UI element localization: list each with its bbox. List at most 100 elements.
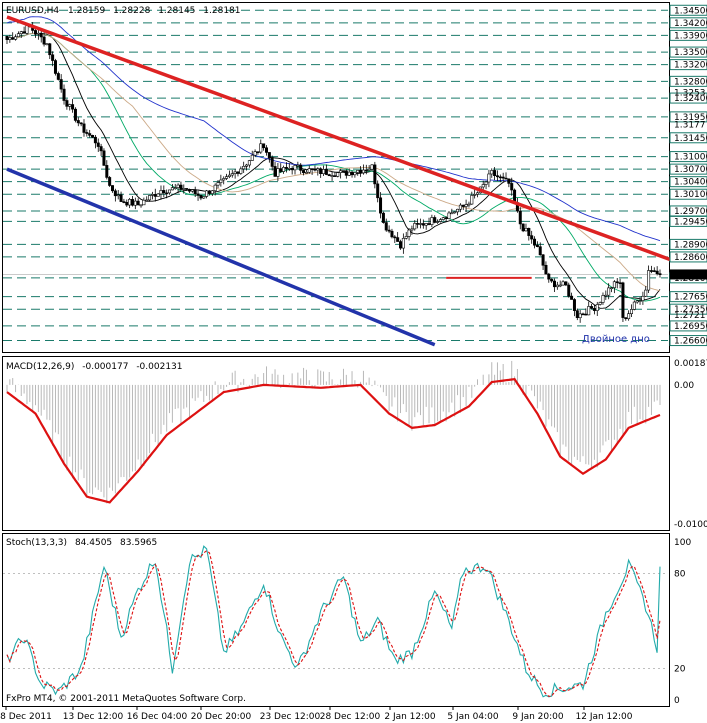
x-tick-label-0: 8 Dec 2011 xyxy=(0,712,52,722)
level-label-2: 1.33900 xyxy=(674,31,707,41)
candle-body xyxy=(159,190,163,195)
candle-body xyxy=(564,281,568,286)
candle-body xyxy=(170,187,174,191)
stoch-tick-3: 0 xyxy=(674,696,680,706)
candle-body xyxy=(604,294,608,297)
candle-body xyxy=(39,32,43,38)
candle-body xyxy=(219,179,223,183)
candle-body xyxy=(658,273,662,275)
level-tag-21 xyxy=(669,335,707,347)
level-label-4: 1.33200 xyxy=(674,61,707,71)
price-pane xyxy=(2,2,670,353)
candle-body xyxy=(65,100,69,107)
candle-body xyxy=(267,152,271,159)
candle-body xyxy=(307,168,311,173)
candle-body xyxy=(456,208,460,213)
macd-tick-2: -0.010059 xyxy=(674,520,707,530)
candle-body xyxy=(36,32,40,35)
level-label-0: 1.34500 xyxy=(674,6,707,16)
candle-body xyxy=(310,168,314,170)
candle-body xyxy=(233,171,237,174)
candle-body xyxy=(99,146,103,152)
candle-body xyxy=(19,31,23,34)
candle-body xyxy=(530,235,534,240)
candle-body xyxy=(287,168,291,170)
candle-body xyxy=(501,176,505,179)
candle-body xyxy=(34,30,38,35)
candle-body xyxy=(128,199,132,206)
current-price-tag xyxy=(670,269,707,280)
level-tag-18 xyxy=(669,291,707,303)
candle-body xyxy=(313,168,317,171)
candle-body xyxy=(570,295,574,300)
candle-body xyxy=(296,164,300,167)
candle-body xyxy=(48,43,52,56)
candle-body xyxy=(518,210,522,225)
ohlc-high: 1.28228 xyxy=(113,6,150,16)
candle-body xyxy=(282,167,286,172)
candle-body xyxy=(350,171,354,176)
candle-body xyxy=(370,164,374,170)
macd-value-signal: -0.002131 xyxy=(136,362,182,372)
candle-body xyxy=(299,164,303,171)
candle-body xyxy=(541,254,545,266)
candle-body xyxy=(410,228,414,231)
candle-body xyxy=(182,188,186,190)
candle-body xyxy=(521,223,525,232)
candle-body xyxy=(424,223,428,226)
candle-body xyxy=(433,217,437,223)
minor-price-label-1: 1.3177 xyxy=(674,120,706,130)
candle-body xyxy=(148,195,152,201)
candle-body xyxy=(364,169,368,172)
candle-body xyxy=(102,150,106,166)
annotation-double-bottom: Двойное дно xyxy=(582,334,650,345)
candle-body xyxy=(290,168,294,171)
candle-body xyxy=(353,172,357,176)
candle-body xyxy=(239,168,243,174)
candle-body xyxy=(190,189,194,192)
candle-body xyxy=(615,281,619,284)
candle-body xyxy=(71,104,75,110)
price-levels xyxy=(3,9,668,342)
candle-body xyxy=(196,193,200,196)
candle-body xyxy=(270,157,274,167)
level-tag-10 xyxy=(669,163,707,175)
candle-body xyxy=(16,33,20,38)
level-tag-16 xyxy=(669,251,707,263)
level-tag-5 xyxy=(669,75,707,87)
candle-body xyxy=(316,168,320,171)
price-axis: 1.34500 1.34200 1.33900 1.33500 1.33200 1.328… xyxy=(669,4,707,347)
stoch-pane xyxy=(2,533,670,707)
stochastic-axis: 100 80 20 0 xyxy=(674,538,691,706)
candle-body xyxy=(242,165,246,170)
candle-body xyxy=(176,184,180,188)
candle-body xyxy=(153,194,157,197)
candle-body xyxy=(85,132,89,134)
candle-body xyxy=(441,217,445,220)
level-label-7: 1.31950 xyxy=(674,113,707,123)
candle-body xyxy=(524,227,528,232)
candle-body xyxy=(5,35,9,40)
candle-body xyxy=(393,236,397,239)
candle-body xyxy=(156,193,160,197)
candle-body xyxy=(641,295,645,301)
candle-body xyxy=(130,199,134,206)
candle-body xyxy=(96,142,100,147)
level-tag-1 xyxy=(669,17,707,29)
candle-body xyxy=(595,304,599,311)
candle-body xyxy=(14,36,18,40)
candle-body xyxy=(476,192,480,195)
macd-histogram xyxy=(6,360,661,504)
stoch-tick-1: 80 xyxy=(674,570,686,580)
level-tag-15 xyxy=(669,238,707,250)
candle-body xyxy=(273,166,277,177)
candle-body xyxy=(245,164,249,167)
candle-body xyxy=(262,143,266,149)
candle-body xyxy=(319,168,323,174)
candle-body xyxy=(379,197,383,214)
candle-body xyxy=(25,25,29,34)
candle-body xyxy=(53,60,57,74)
candle-body xyxy=(324,169,328,175)
candle-body xyxy=(447,212,451,219)
candle-body xyxy=(430,217,434,225)
